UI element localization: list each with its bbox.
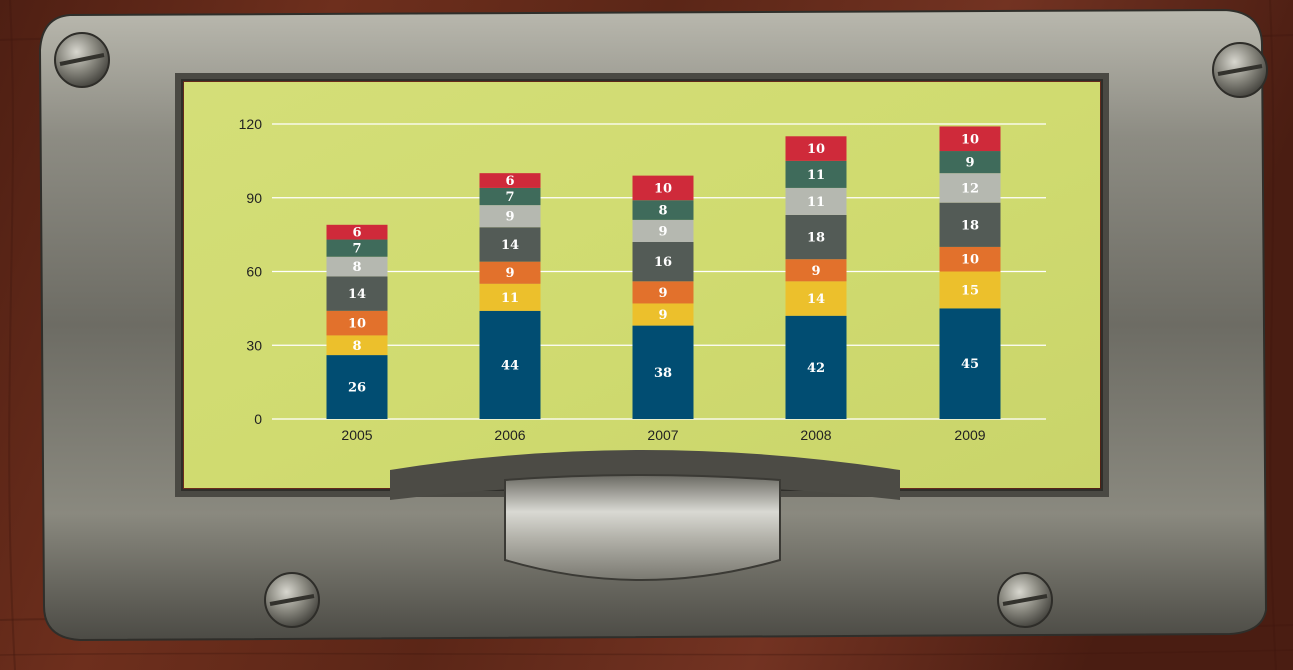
bar-segment bbox=[479, 187, 541, 206]
bar-segment bbox=[326, 355, 388, 419]
bar-segment bbox=[479, 310, 541, 419]
drawer-pull bbox=[390, 450, 900, 581]
data-label: 18 bbox=[807, 231, 825, 246]
bar-segment bbox=[785, 281, 847, 316]
bar-segment bbox=[326, 335, 388, 356]
data-label: 8 bbox=[352, 260, 361, 275]
screw-top-right bbox=[1212, 42, 1268, 98]
data-label: 10 bbox=[961, 132, 979, 147]
data-label: 14 bbox=[501, 238, 519, 253]
data-label: 10 bbox=[348, 317, 366, 332]
y-tick-label: 0 bbox=[254, 411, 262, 427]
y-tick-label: 90 bbox=[246, 190, 262, 206]
bar-segment bbox=[326, 224, 388, 240]
data-label: 9 bbox=[965, 156, 974, 171]
data-label: 10 bbox=[807, 142, 825, 157]
bar-segment bbox=[785, 315, 847, 419]
bar-segment bbox=[785, 259, 847, 282]
data-label: 42 bbox=[807, 361, 825, 376]
bar-segment bbox=[479, 227, 541, 262]
bar-segment bbox=[785, 187, 847, 215]
bar-segment bbox=[939, 173, 1001, 203]
data-label: 9 bbox=[811, 264, 820, 279]
bar-segment bbox=[632, 242, 694, 282]
data-label: 12 bbox=[961, 181, 979, 196]
x-tick-label: 2006 bbox=[494, 427, 525, 443]
bar-segment bbox=[479, 173, 541, 188]
data-label: 11 bbox=[807, 168, 825, 183]
bar-stack: 38 9 9 16 9 8 10 bbox=[632, 175, 694, 419]
bar-stack: 26 8 10 14 8 76 bbox=[326, 224, 388, 419]
data-label: 38 bbox=[654, 366, 672, 381]
data-label: 9 bbox=[658, 224, 667, 239]
screw-bottom-left bbox=[264, 572, 320, 628]
bar-stack: 44 11 9 14 9 76 bbox=[479, 173, 541, 419]
data-label: 9 bbox=[505, 266, 514, 281]
x-tick-label: 2005 bbox=[341, 427, 372, 443]
data-label: 44 bbox=[501, 358, 519, 373]
data-label: 18 bbox=[961, 218, 979, 233]
data-label: 45 bbox=[961, 357, 979, 372]
bar-segment bbox=[939, 308, 1001, 419]
data-label: 7 bbox=[505, 190, 514, 205]
data-label: 11 bbox=[807, 195, 825, 210]
data-label: 6 bbox=[352, 226, 361, 241]
x-tick-label: 2009 bbox=[954, 427, 985, 443]
y-axis-ticks: 0 30 60 90 120 bbox=[239, 116, 263, 427]
bar-segment bbox=[326, 310, 388, 336]
data-label: 26 bbox=[348, 381, 366, 396]
bar-segment bbox=[479, 261, 541, 284]
data-label: 9 bbox=[658, 286, 667, 301]
bar-stack: 42 14 9 18 11 11 10 bbox=[785, 136, 847, 419]
data-label: 11 bbox=[501, 291, 519, 306]
bar-segment bbox=[632, 281, 694, 304]
data-label: 7 bbox=[352, 242, 361, 257]
bar-segment bbox=[939, 246, 1001, 272]
bar-segment bbox=[479, 205, 541, 228]
data-label: 14 bbox=[348, 287, 366, 302]
data-label: 14 bbox=[807, 292, 825, 307]
bar-segment bbox=[939, 126, 1001, 152]
screw-top-left bbox=[54, 32, 110, 88]
bar-segment bbox=[326, 239, 388, 257]
y-tick-label: 30 bbox=[246, 337, 262, 353]
bar-stack: 45 15 10 18 12 9 10 bbox=[939, 126, 1001, 419]
bar-segment bbox=[785, 160, 847, 188]
data-label: 10 bbox=[654, 181, 672, 196]
bar-segment bbox=[632, 325, 694, 419]
screw-bottom-right bbox=[997, 572, 1053, 628]
bar-segment bbox=[479, 283, 541, 311]
x-tick-label: 2007 bbox=[647, 427, 678, 443]
x-axis-ticks: 2005 2006 2007 2008 2009 bbox=[341, 427, 985, 443]
bar-segment bbox=[785, 136, 847, 161]
y-tick-label: 120 bbox=[239, 116, 263, 132]
y-tick-label: 60 bbox=[246, 264, 262, 280]
bar-segment bbox=[326, 276, 388, 311]
data-label: 9 bbox=[658, 308, 667, 323]
data-label: 16 bbox=[654, 255, 672, 270]
bar-segment bbox=[939, 271, 1001, 309]
data-label: 9 bbox=[505, 210, 514, 225]
data-label: 15 bbox=[961, 283, 979, 298]
data-label: 6 bbox=[505, 174, 514, 189]
data-label: 10 bbox=[961, 253, 979, 268]
bar-segment bbox=[939, 202, 1001, 247]
bars: 2681014876441191497638991698104214918111… bbox=[326, 126, 1001, 419]
data-label: 8 bbox=[658, 204, 667, 219]
bar-segment bbox=[632, 175, 694, 201]
bar-segment bbox=[939, 151, 1001, 174]
x-tick-label: 2008 bbox=[800, 427, 831, 443]
bar-segment bbox=[632, 303, 694, 326]
data-label: 8 bbox=[352, 339, 361, 354]
bar-segment bbox=[632, 200, 694, 220]
bar-segment bbox=[326, 256, 388, 277]
bar-segment bbox=[632, 219, 694, 242]
bar-segment bbox=[785, 214, 847, 260]
